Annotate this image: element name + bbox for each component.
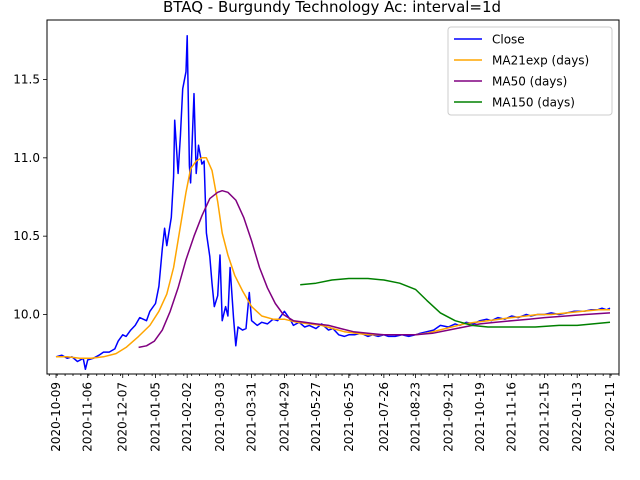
y-tick-label: 11.0: [13, 151, 40, 165]
legend-label: MA50 (days): [492, 75, 567, 89]
y-tick-label: 10.0: [13, 307, 40, 321]
x-tick-label: 2021-05-27: [309, 382, 323, 452]
y-axis: 10.0 10.5 11.0 11.5: [13, 73, 47, 321]
legend-label: Close: [492, 33, 525, 47]
x-tick-label: 2021-11-16: [505, 382, 519, 452]
plot-frame: [46, 19, 620, 375]
legend: Close MA21exp (days) MA50 (days) MA150 (day…: [447, 26, 613, 116]
series-line-2: [138, 189, 611, 349]
x-tick-label: 2021-12-15: [537, 382, 551, 452]
x-tick-label: 2020-10-09: [49, 382, 63, 452]
y-tick-label: 11.5: [13, 73, 40, 87]
x-tick-label: 2021-03-03: [213, 382, 227, 452]
y-tick-label: 10.5: [13, 229, 40, 243]
x-tick-label: 2021-09-21: [441, 382, 455, 452]
x-minor-ticks: [48, 374, 620, 376]
x-tick-label: 2021-01-05: [149, 382, 163, 452]
x-tick-label: 2021-03-31: [245, 382, 259, 452]
x-axis: 2020-10-09 2020-11-06 2020-12-07 2021-01-05…: [49, 374, 617, 452]
legend-box: [447, 26, 613, 116]
x-tick-label: 2021-06-25: [342, 382, 356, 452]
x-tick-label: 2021-07-26: [377, 382, 391, 452]
x-tick-label: 2020-11-06: [81, 382, 95, 452]
x-tick-label: 2020-12-07: [116, 382, 130, 452]
chart-title: BTAQ - Burgundy Technology Ac: interval=…: [163, 0, 501, 16]
series-line-1: [56, 157, 610, 360]
series-layer: [55, 34, 611, 371]
legend-label: MA21exp (days): [492, 54, 589, 68]
x-tick-label: 2021-04-29: [277, 382, 291, 452]
x-tick-label: 2021-08-23: [409, 382, 423, 452]
legend-label: MA150 (days): [492, 96, 575, 110]
series-line-3: [300, 277, 611, 328]
x-tick-label: 2021-10-19: [473, 382, 487, 452]
x-tick-label: 2022-01-13: [570, 382, 584, 452]
x-tick-label: 2022-02-11: [603, 382, 617, 452]
x-tick-label: 2021-02-02: [180, 382, 194, 452]
